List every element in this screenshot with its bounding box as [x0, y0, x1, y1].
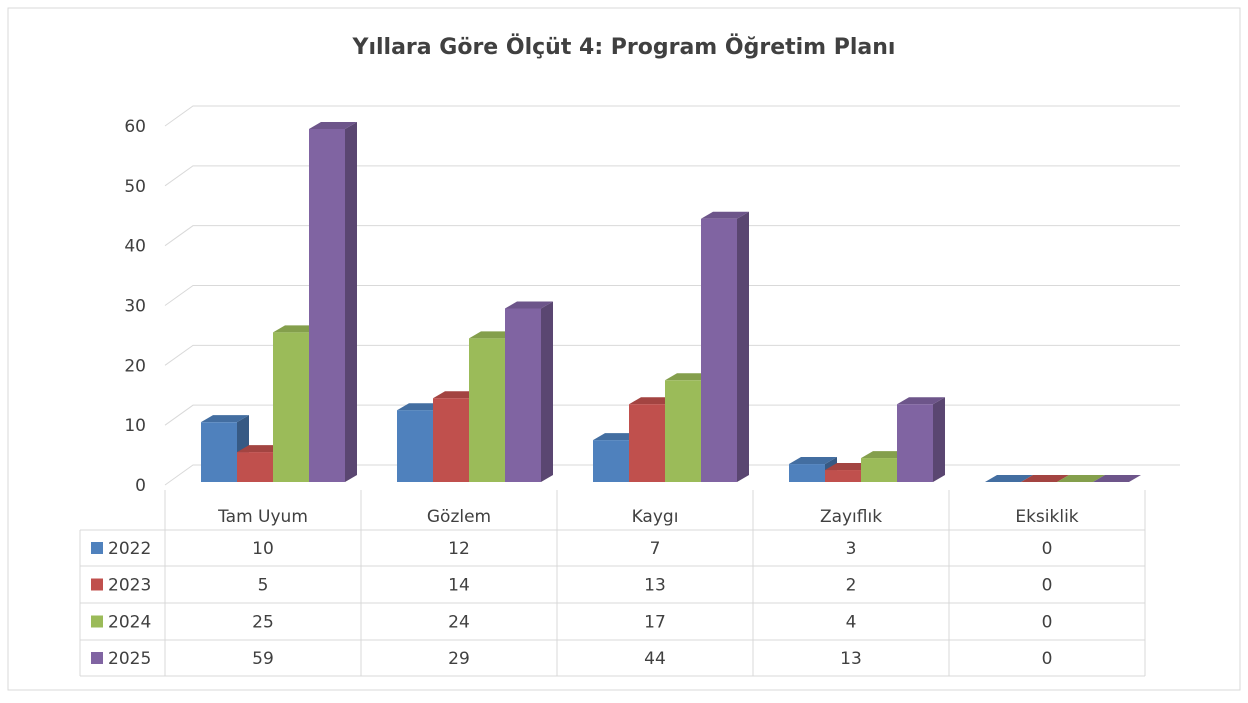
bar-front	[825, 470, 861, 482]
category-label: Zayıflık	[820, 507, 882, 527]
grid-line	[164, 225, 1180, 247]
legend-swatch	[91, 652, 103, 664]
category-label: Gözlem	[427, 507, 491, 527]
table-value: 3	[846, 539, 857, 559]
bar-front	[897, 404, 933, 482]
bar-side	[933, 397, 945, 482]
table-value: 24	[448, 613, 470, 633]
bar-top	[897, 397, 945, 405]
bar-front	[665, 380, 701, 482]
category-label: Eksiklik	[1015, 507, 1078, 527]
bar-front	[273, 332, 309, 482]
table-value: 44	[644, 649, 666, 669]
y-tick-label: 20	[124, 356, 146, 376]
bar	[1021, 475, 1069, 482]
table-value: 13	[840, 649, 862, 669]
bar-front	[629, 404, 665, 482]
bar-side	[345, 121, 357, 482]
chart-border	[7, 7, 1241, 691]
bar-front	[201, 422, 237, 482]
bar-top	[985, 475, 1033, 482]
table-value: 17	[644, 613, 666, 633]
table-value: 14	[448, 576, 470, 596]
bar-front	[433, 398, 469, 482]
bar	[505, 301, 553, 482]
legend-label: 2024	[108, 613, 151, 633]
table-value: 29	[448, 649, 470, 669]
bar	[1057, 475, 1105, 482]
table-value: 2	[846, 576, 857, 596]
bar-front	[237, 452, 273, 482]
grid-line	[164, 404, 1180, 426]
bar-top	[701, 211, 749, 219]
legend-swatch	[91, 615, 103, 628]
bar-side	[737, 211, 749, 482]
legend-swatch	[91, 578, 103, 591]
table-value: 10	[252, 539, 274, 559]
y-tick-label: 50	[124, 177, 146, 197]
bar-front	[469, 338, 505, 482]
bar	[897, 397, 945, 482]
y-tick-label: 60	[124, 117, 146, 137]
grid-line	[164, 285, 1180, 306]
bar	[985, 475, 1033, 482]
bar-front	[397, 410, 433, 482]
bar-front	[789, 464, 825, 482]
bar-top	[1057, 475, 1105, 482]
bar-top	[1021, 475, 1069, 482]
bar	[1093, 475, 1141, 482]
legend-label: 2025	[108, 649, 151, 669]
bar-front	[505, 308, 541, 482]
table-value: 0	[1042, 649, 1053, 669]
grid-line	[164, 105, 1180, 127]
grid-line	[164, 344, 1180, 366]
y-tick-label: 10	[124, 416, 146, 436]
legend-label: 2023	[108, 576, 151, 596]
bar-front	[309, 128, 345, 482]
table-value: 12	[448, 539, 470, 559]
bar-top	[201, 415, 249, 423]
bar-side	[541, 301, 553, 482]
table-value: 4	[846, 613, 857, 633]
table-value: 13	[644, 576, 666, 596]
table-value: 7	[650, 539, 661, 559]
y-tick-label: 40	[124, 237, 146, 257]
y-tick-label: 30	[124, 297, 146, 317]
category-label: Tam Uyum	[217, 507, 308, 527]
bar-top	[789, 457, 837, 465]
table-value: 0	[1042, 613, 1053, 633]
chart-title: Yıllara Göre Ölçüt 4: Program Öğretim Pl…	[352, 34, 896, 60]
legend-swatch	[91, 542, 103, 554]
bar-front	[861, 458, 897, 482]
bar-front	[593, 440, 629, 482]
table-value: 0	[1042, 576, 1053, 596]
bar-front	[701, 218, 737, 482]
bar-top	[505, 301, 553, 309]
table-value: 5	[258, 576, 269, 596]
grid-line	[164, 165, 1180, 187]
table-value: 0	[1042, 539, 1053, 559]
y-tick-label: 0	[135, 476, 146, 496]
legend-label: 2022	[108, 539, 151, 559]
table-value: 59	[252, 649, 274, 669]
bar	[701, 211, 749, 482]
bar-top	[309, 121, 357, 129]
category-label: Kaygı	[632, 507, 679, 527]
bar-top	[1093, 475, 1141, 482]
bar	[309, 121, 357, 482]
table-value: 25	[252, 613, 274, 633]
